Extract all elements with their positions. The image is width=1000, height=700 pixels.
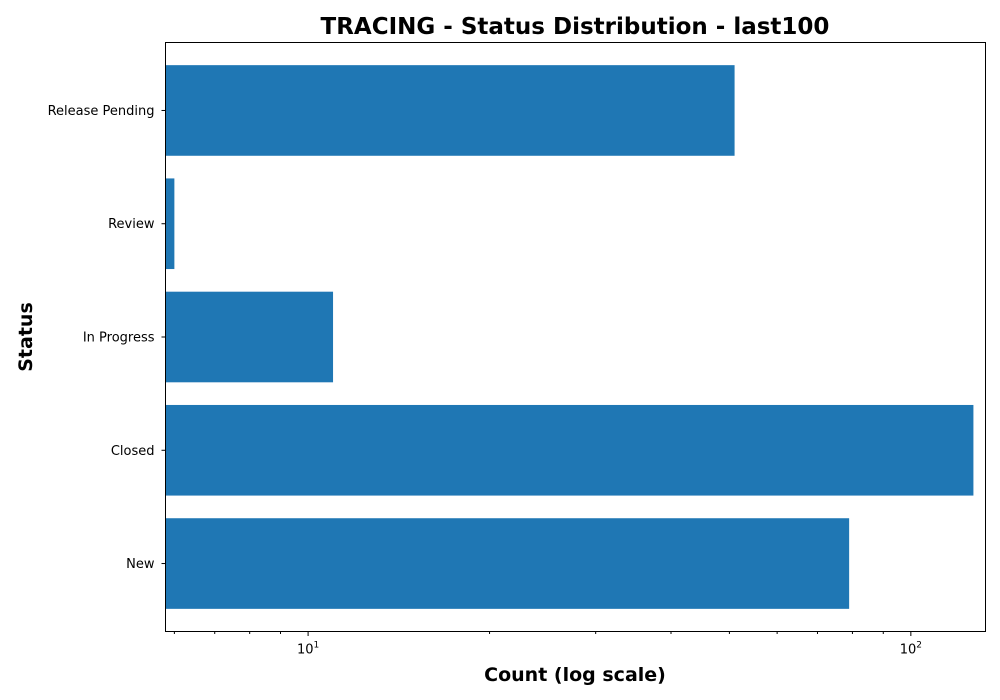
bar-closed [165, 404, 974, 496]
x-tick-label: 102 [900, 641, 922, 658]
bar-new [165, 518, 850, 609]
y-tick-label-release-pending: Release Pending [48, 104, 155, 119]
x-tick-label: 101 [297, 641, 319, 658]
y-tick-label-in-progress: In Progress [83, 331, 155, 346]
bar-release-pending [165, 65, 735, 156]
y-axis-ticks: New Closed In Progress Review Release Pendin… [48, 104, 166, 572]
y-axis-label: Status [15, 302, 37, 372]
chart-title: TRACING - Status Distribution - last100 [321, 14, 830, 40]
x-axis-label: Count (log scale) [484, 664, 666, 686]
y-tick-label-closed: Closed [111, 444, 155, 459]
plot-frame [165, 42, 986, 632]
y-tick-label-review: Review [108, 217, 155, 232]
y-tick-label-new: New [126, 557, 155, 572]
bar-in-progress [165, 291, 334, 383]
bars-group [165, 65, 974, 609]
x-axis-ticks: 101 102 [173, 631, 922, 658]
bar-review [165, 178, 175, 270]
